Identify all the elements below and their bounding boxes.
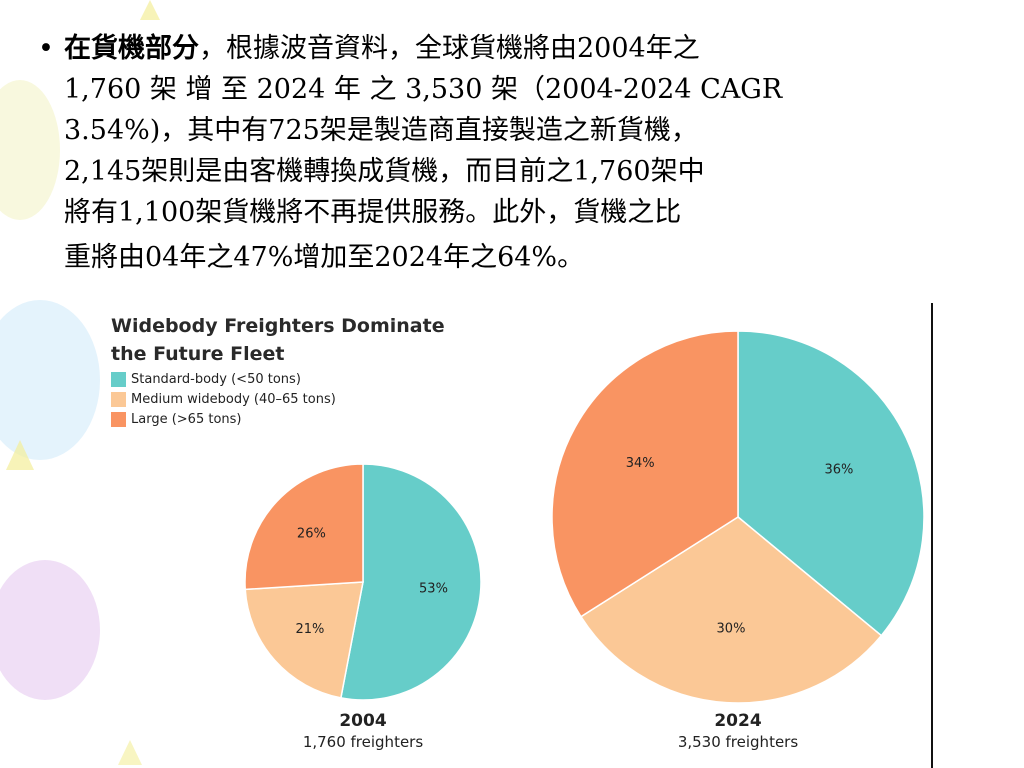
bullet-marker: • <box>38 33 54 64</box>
pie-slice-2004-large <box>244 463 364 591</box>
pie-slice-2004-medium <box>244 581 364 699</box>
legend-swatch-large <box>111 412 126 427</box>
pie-year-2024: 2024 <box>714 711 762 731</box>
legend-label-standard: Standard-body (<50 tons) <box>131 372 301 387</box>
pie-label-2024-standard: 36% <box>825 462 854 477</box>
chart-title-line-1: Widebody Freighters Dominate <box>111 315 445 337</box>
pie-slice-2024-medium <box>579 516 883 704</box>
paragraph-line-5: 將有1,100架貨機將不再提供服務。此外，貨機之比 <box>64 197 682 228</box>
chart-legend: Standard-body (<50 tons) Medium widebody… <box>111 371 336 431</box>
bullet-paragraph: • 在貨機部分，根據波音資料，全球貨機將由2004年之 1,760 架 增 至 2… <box>28 28 988 278</box>
legend-item-standard: Standard-body (<50 tons) <box>111 371 336 388</box>
pie-year-2004: 2004 <box>339 711 387 731</box>
pie-label-2004-medium: 21% <box>295 622 324 637</box>
legend-swatch-medium <box>111 392 126 407</box>
chart-title-line-2: the Future Fleet <box>111 343 285 365</box>
vertical-divider <box>931 303 933 768</box>
chart-title: Widebody Freighters Dominate the Future … <box>111 312 451 368</box>
pie-slice-2004-standard <box>340 463 482 701</box>
paragraph-line-2: 1,760 架 增 至 2024 年 之 3,530 架（2004-2024 C… <box>64 74 783 105</box>
legend-label-medium: Medium widebody (40–65 tons) <box>131 392 336 407</box>
pie-caption-2004: 2004 1,760 freighters <box>253 710 473 752</box>
pie-label-2004-large: 26% <box>297 527 326 542</box>
legend-item-large: Large (>65 tons) <box>111 411 336 428</box>
paragraph-line-3: 3.54%)，其中有725架是製造商直接製造之新貨機， <box>64 115 698 146</box>
paragraph-line-6: 重將由04年之47%增加至2024年之64%。 <box>64 242 585 273</box>
pie-subtitle-2024: 3,530 freighters <box>677 733 799 751</box>
pie-label-2024-medium: 30% <box>717 621 746 636</box>
paragraph-line-4: 2,145架則是由客機轉換成貨機，而目前之1,760架中 <box>64 156 705 187</box>
pie-subtitle-2004: 1,760 freighters <box>302 733 424 751</box>
paragraph-line-1: • 在貨機部分，根據波音資料，全球貨機將由2004年之 <box>28 28 988 69</box>
legend-label-large: Large (>65 tons) <box>131 412 242 427</box>
pie-slice-2024-standard <box>737 330 925 637</box>
pie-label-2004-standard: 53% <box>419 582 448 597</box>
legend-item-medium: Medium widebody (40–65 tons) <box>111 391 336 408</box>
pie-slice-2024-large <box>551 330 739 618</box>
paragraph-heading: 在貨機部分 <box>64 33 199 64</box>
legend-swatch-standard <box>111 372 126 387</box>
pie-caption-2024: 2024 3,530 freighters <box>628 710 848 752</box>
paragraph-text: ，根據波音資料，全球貨機將由2004年之 <box>199 33 700 64</box>
pie-label-2024-large: 34% <box>626 456 655 471</box>
